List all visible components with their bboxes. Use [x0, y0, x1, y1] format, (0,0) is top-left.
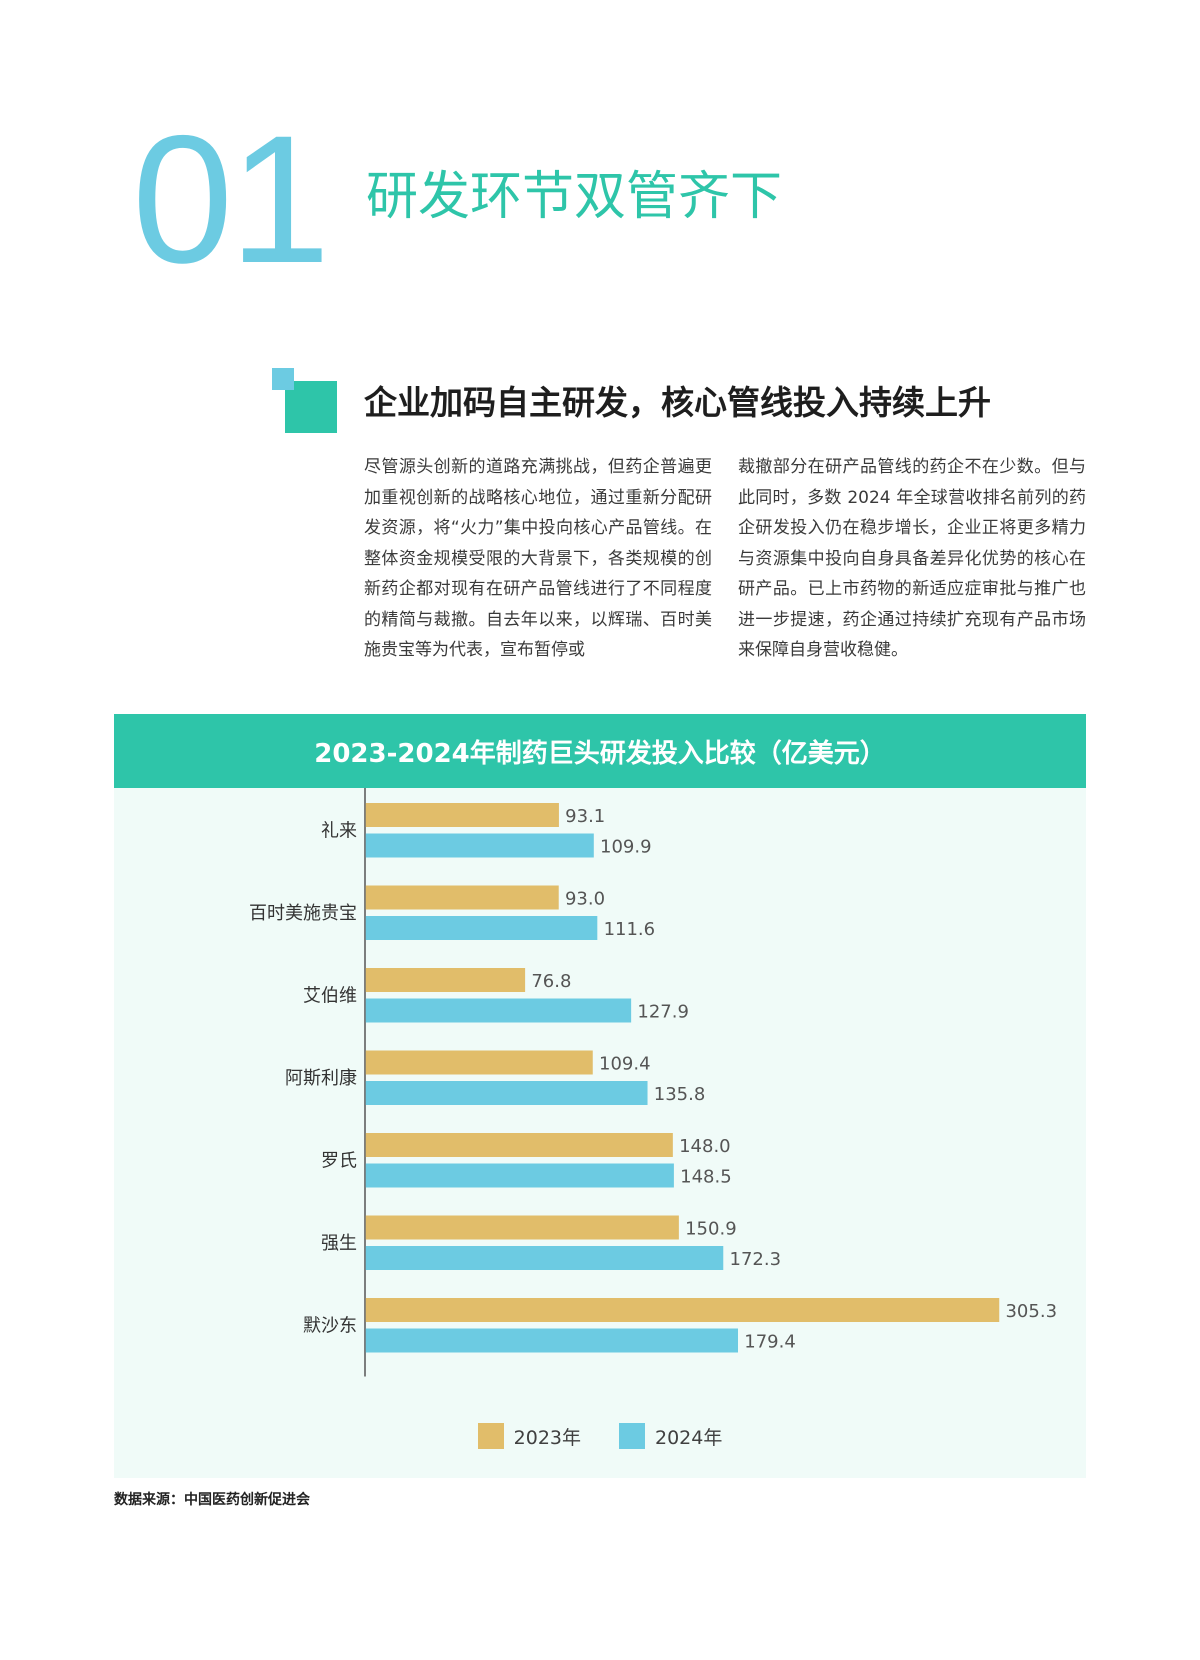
category-label: 百时美施贵宝: [249, 903, 357, 924]
bar-2023: [365, 1050, 593, 1075]
bar-2023: [365, 1133, 673, 1157]
section-title: 企业加码自主研发，核心管线投入持续上升: [364, 383, 991, 422]
body-paragraph-right: 裁撤部分在研产品管线的药企不在少数。但与此同时，多数 2024 年全球营收排名前…: [738, 457, 1086, 660]
chart-legend: 2023年 2024年: [114, 1421, 1086, 1451]
bar-2023: [365, 968, 526, 992]
data-label-2024: 109.9: [600, 837, 652, 858]
bar-2024: [365, 1328, 739, 1353]
category-label: 礼来: [321, 820, 357, 841]
legend-swatch-2024: [619, 1423, 645, 1449]
section-squares-icon: [272, 368, 338, 434]
chapter-title: 研发环节双管齐下: [366, 167, 783, 227]
category-label: 阿斯利康: [285, 1068, 357, 1089]
category-label: 强生: [321, 1233, 357, 1254]
bar-2023: [365, 885, 559, 910]
data-label-2024: 172.3: [730, 1249, 782, 1270]
legend-label-2023: 2023年: [513, 1426, 581, 1449]
data-label-2024: 111.6: [604, 919, 656, 940]
bar-2024: [365, 833, 594, 858]
category-label: 艾伯维: [303, 985, 357, 1006]
bar-2024: [365, 1163, 674, 1188]
category-label: 默沙东: [303, 1315, 357, 1336]
bar-2024: [365, 1246, 724, 1270]
bar-2024: [365, 998, 632, 1023]
chart-title: 2023-2024年制药巨头研发投入比较（亿美元）: [314, 738, 886, 769]
legend-label-2024: 2024年: [655, 1426, 723, 1449]
bar-2024: [365, 1081, 648, 1105]
data-label-2023: 76.8: [531, 971, 571, 992]
data-label-2024: 127.9: [637, 1002, 689, 1023]
body-paragraph-left: 尽管源头创新的道路充满挑战，但药企普遍更加重视创新的战略核心地位，通过重新分配研…: [364, 457, 712, 660]
bar-2023: [365, 803, 559, 827]
chapter-number: 01: [132, 97, 330, 301]
data-label-2023: 305.3: [1005, 1301, 1057, 1322]
data-label-2023: 148.0: [679, 1136, 731, 1157]
legend-item-2024: 2024年: [619, 1423, 722, 1450]
data-label-2023: 93.1: [565, 806, 605, 827]
data-label-2024: 179.4: [744, 1332, 796, 1353]
data-label-2023: 109.4: [599, 1054, 651, 1075]
chart-panel: 2023-2024年制药巨头研发投入比较（亿美元） 礼来 93.1 109.9 百时美…: [114, 714, 1086, 1478]
data-label-2024: 148.5: [680, 1167, 732, 1188]
legend-item-2023: 2023年: [477, 1423, 581, 1450]
section-icon-small-square: [272, 368, 294, 390]
bar-chart: 礼来 93.1 109.9 百时美施贵宝 93.0 111.6 艾伯维 76.8 127.9 阿斯…: [249, 788, 1057, 1377]
legend-swatch-2023: [477, 1423, 504, 1449]
data-source-note: 数据来源：中国医药创新促进会: [114, 1492, 310, 1508]
data-label-2023: 93.0: [565, 889, 605, 910]
data-label-2024: 135.8: [654, 1084, 706, 1105]
data-label-2023: 150.9: [685, 1219, 737, 1240]
category-label: 罗氏: [321, 1150, 357, 1171]
bar-2023: [365, 1215, 679, 1240]
bar-2023: [365, 1298, 1000, 1322]
chart-header: 2023-2024年制药巨头研发投入比较（亿美元）: [114, 714, 1086, 788]
bar-2024: [365, 916, 598, 940]
